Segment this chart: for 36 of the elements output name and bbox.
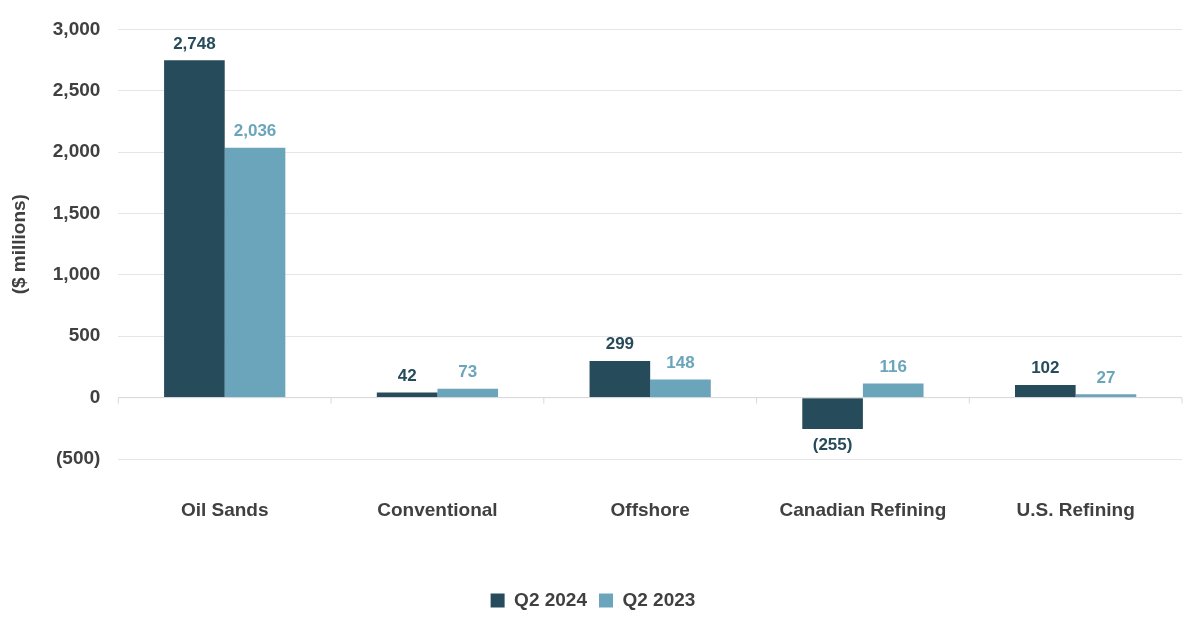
x-tick-label: Conventional — [377, 498, 498, 520]
data-label: 299 — [605, 334, 635, 354]
y-tick-label: 500 — [68, 324, 101, 346]
data-label: 42 — [397, 365, 417, 385]
bar — [376, 392, 438, 398]
data-label: 102 — [1031, 358, 1060, 378]
y-tick-label: 1,500 — [52, 201, 101, 223]
bar — [224, 147, 286, 398]
bar — [1015, 385, 1076, 398]
x-tick-label: Offshore — [610, 498, 690, 520]
data-label: 116 — [879, 356, 907, 376]
legend-label: Q2 2023 — [622, 588, 696, 610]
data-label: (255) — [812, 435, 853, 455]
data-label: 2,748 — [173, 33, 216, 53]
data-label: 27 — [1096, 367, 1116, 387]
data-label: 148 — [666, 352, 695, 372]
bar — [862, 383, 924, 398]
data-label: 2,036 — [233, 120, 277, 140]
x-tick-label: Oil Sands — [180, 498, 269, 520]
legend-label: Q2 2024 — [514, 588, 588, 610]
y-tick-label: 2,500 — [52, 79, 101, 101]
y-tick-label: 3,000 — [52, 17, 101, 39]
x-tick-label: Canadian Refining — [779, 498, 947, 520]
y-axis-title: ($ millions) — [7, 194, 29, 295]
data-label: 73 — [458, 361, 478, 381]
y-tick-label: (500) — [55, 447, 101, 469]
y-tick-label: 1,000 — [52, 263, 101, 285]
bar — [650, 379, 711, 398]
bar — [437, 388, 499, 398]
bar — [589, 360, 651, 398]
y-tick-label: 0 — [89, 385, 101, 407]
bar — [164, 60, 225, 398]
x-tick-label: U.S. Refining — [1016, 498, 1135, 520]
bar — [802, 398, 863, 429]
y-tick-label: 2,000 — [52, 140, 101, 162]
bar — [1075, 394, 1137, 398]
